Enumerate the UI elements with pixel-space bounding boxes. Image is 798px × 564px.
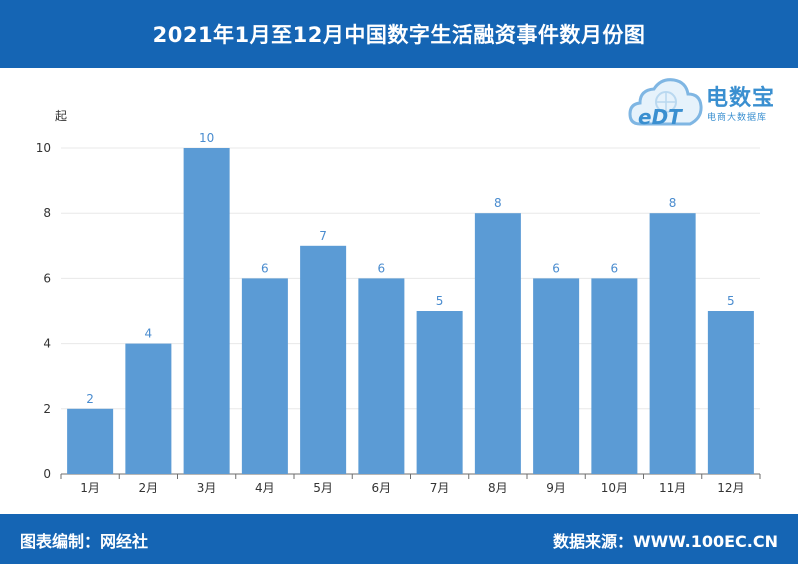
page-title: 2021年1月至12月中国数字生活融资事件数月份图 bbox=[152, 23, 646, 47]
data-label: 8 bbox=[669, 196, 677, 210]
y-tick-label: 4 bbox=[43, 337, 51, 351]
bar bbox=[125, 343, 172, 474]
cloud-logo-icon: eDT bbox=[628, 78, 703, 129]
y-tick-label: 2 bbox=[43, 402, 51, 416]
data-label: 8 bbox=[494, 196, 502, 210]
bar bbox=[591, 278, 638, 474]
x-tick-label: 6月 bbox=[372, 481, 392, 495]
x-tick-label: 5月 bbox=[313, 481, 333, 495]
data-label: 6 bbox=[611, 261, 619, 275]
x-tick-label: 4月 bbox=[255, 481, 275, 495]
bar-series bbox=[67, 148, 754, 474]
x-tick-label: 1月 bbox=[80, 481, 100, 495]
data-label: 4 bbox=[145, 327, 153, 341]
y-tick-label: 0 bbox=[43, 467, 51, 481]
x-tick-label: 3月 bbox=[197, 481, 217, 495]
logo-sub-text: 电商大数据库 bbox=[707, 113, 768, 123]
bar bbox=[649, 213, 696, 474]
y-axis-label: 起 bbox=[55, 109, 67, 123]
y-tick-label: 10 bbox=[36, 141, 51, 155]
bar bbox=[183, 148, 230, 474]
x-tick-label: 11月 bbox=[659, 481, 686, 495]
bar bbox=[358, 278, 405, 474]
data-label: 2 bbox=[86, 392, 94, 406]
data-label: 5 bbox=[727, 294, 735, 308]
data-label: 6 bbox=[261, 261, 269, 275]
x-tick-label: 10月 bbox=[601, 481, 628, 495]
bar bbox=[533, 278, 580, 474]
bar bbox=[474, 213, 521, 474]
grid-lines bbox=[61, 147, 760, 410]
data-label: 7 bbox=[319, 229, 327, 243]
x-tick-label: 7月 bbox=[430, 481, 450, 495]
header-banner: 2021年1月至12月中国数字生活融资事件数月份图 bbox=[0, 0, 798, 68]
brand-logo: eDT 电数宝 电商大数据库 bbox=[628, 72, 793, 136]
data-label: 6 bbox=[378, 261, 386, 275]
data-label: 5 bbox=[436, 294, 444, 308]
logo-mark-text: eDT bbox=[638, 105, 683, 129]
footer-source: 数据来源：WWW.100EC.CN bbox=[552, 532, 778, 551]
footer-credit: 图表编制：网经社 bbox=[20, 532, 149, 551]
data-label: 6 bbox=[552, 261, 560, 275]
axes: 0 2 4 6 8 10 1月 2月 3月 4月 5月 6月 7月 8月 9月 10月 11月 12月 bbox=[36, 141, 761, 495]
bar bbox=[67, 408, 114, 474]
bar bbox=[707, 311, 754, 474]
data-label: 10 bbox=[199, 131, 214, 145]
data-labels: 2 4 10 6 7 6 5 8 6 6 8 5 bbox=[86, 131, 734, 406]
x-tick-label: 2月 bbox=[139, 481, 159, 495]
logo-main-text: 电数宝 bbox=[706, 86, 776, 111]
bar bbox=[300, 245, 347, 474]
x-tick-label: 8月 bbox=[488, 481, 508, 495]
footer-banner: 图表编制：网经社 数据来源：WWW.100EC.CN bbox=[0, 514, 798, 564]
y-tick-label: 6 bbox=[43, 271, 51, 285]
x-tick-label: 12月 bbox=[717, 481, 744, 495]
bar-chart: 0 2 4 6 8 10 1月 2月 3月 4月 5月 6月 7月 8月 9月 10月 11月 12月 2 4 10 6… bbox=[36, 109, 761, 495]
bar bbox=[241, 278, 288, 474]
x-tick-label: 9月 bbox=[546, 481, 566, 495]
bar bbox=[416, 311, 463, 474]
y-tick-label: 8 bbox=[43, 206, 51, 220]
